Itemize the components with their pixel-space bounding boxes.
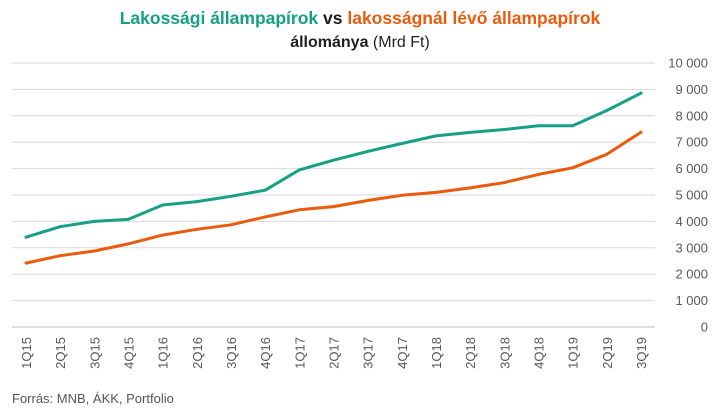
x-tick-label: 3Q19: [634, 337, 649, 369]
y-tick-label: 3 000: [675, 240, 708, 255]
data-point: [161, 203, 165, 207]
data-point: [332, 158, 335, 162]
data-point: [639, 91, 643, 95]
y-tick-label: 6 000: [675, 161, 708, 176]
data-point: [297, 208, 301, 212]
data-point: [195, 227, 199, 231]
x-tick-label: 2Q18: [463, 337, 478, 369]
data-point: [434, 134, 438, 138]
data-point: [332, 205, 335, 209]
data-point: [639, 130, 643, 134]
data-point: [571, 166, 575, 170]
data-point: [229, 194, 233, 198]
data-point: [468, 131, 472, 134]
title-series-b: lakosságnál lévő állampapírok: [347, 8, 601, 28]
data-point: [92, 249, 96, 253]
x-tick-label: 4Q15: [122, 337, 137, 369]
title-series-a: Lakossági állampapírok: [119, 8, 319, 28]
data-point: [366, 150, 370, 153]
y-tick-label: 4 000: [675, 214, 708, 229]
data-point: [92, 220, 96, 223]
x-tick-label: 4Q18: [532, 337, 547, 369]
series-line-lakossagnal: [24, 130, 643, 265]
data-point: [161, 233, 165, 237]
data-point: [502, 181, 506, 184]
data-point: [537, 124, 540, 128]
y-tick-label: 10 000: [668, 56, 708, 71]
data-point: [502, 128, 506, 131]
data-point: [127, 217, 130, 221]
y-tick-label: 7 000: [675, 135, 708, 150]
x-tick-label: 3Q15: [87, 337, 102, 369]
y-tick-label: 8 000: [675, 108, 708, 123]
x-tick-label: 2Q17: [327, 337, 342, 369]
data-point: [263, 188, 267, 192]
x-tick-label: 4Q16: [258, 337, 273, 369]
x-tick-label: 1Q16: [156, 337, 171, 369]
x-tick-label: 3Q16: [224, 337, 239, 369]
series-line-lakossagi: [24, 91, 643, 239]
data-point: [263, 215, 267, 219]
data-point: [400, 193, 404, 197]
data-point: [366, 199, 370, 202]
data-point: [434, 190, 438, 194]
x-tick-label: 1Q19: [566, 337, 581, 369]
x-tick-label: 2Q19: [600, 337, 615, 369]
y-tick-label: 0: [701, 320, 708, 335]
title-connector: vs: [318, 8, 348, 28]
title-unit: (Mrd Ft): [368, 34, 430, 51]
x-tick-label: 3Q18: [497, 337, 512, 369]
data-point: [537, 173, 540, 176]
data-point: [605, 109, 609, 112]
title-subject: állománya: [290, 34, 369, 51]
data-point: [605, 152, 609, 156]
y-tick-label: 9 000: [675, 82, 708, 97]
x-tick-label: 4Q17: [395, 337, 410, 369]
data-point: [195, 200, 199, 204]
data-point: [58, 254, 62, 258]
x-tick-label: 2Q16: [190, 337, 205, 369]
data-point: [297, 168, 301, 172]
chart-title-line-2: állománya (Mrd Ft): [0, 34, 720, 52]
data-point: [24, 261, 28, 265]
x-tick-label: 2Q15: [53, 337, 68, 369]
source-note: Forrás: MNB, ÁKK, Portfolio: [12, 391, 174, 406]
x-tick-label: 1Q18: [429, 337, 444, 369]
data-point: [24, 235, 28, 239]
chart-title-line-1: Lakossági állampapírok vs lakosságnál lé…: [0, 8, 720, 29]
y-tick-label: 2 000: [675, 267, 708, 282]
x-tick-label: 1Q17: [292, 337, 307, 369]
data-point: [58, 225, 62, 229]
x-tick-label: 1Q15: [19, 337, 34, 369]
data-point: [400, 142, 404, 145]
x-tick-label: 3Q17: [361, 337, 376, 369]
data-point: [127, 242, 130, 246]
y-tick-label: 1 000: [675, 293, 708, 308]
data-point: [468, 186, 472, 190]
y-tick-label: 5 000: [675, 188, 708, 203]
data-point: [571, 124, 575, 128]
data-point: [229, 223, 233, 227]
